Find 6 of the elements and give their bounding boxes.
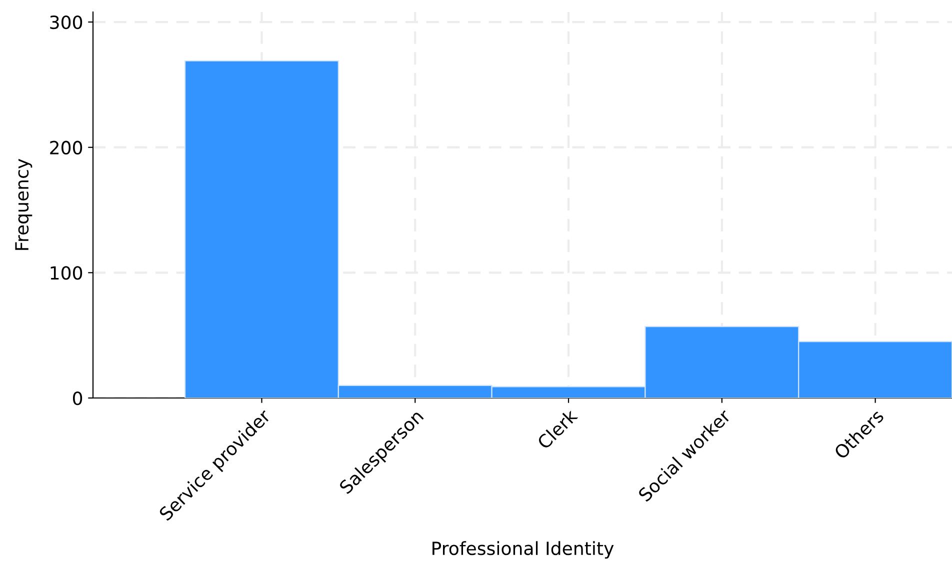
y-tick-label: 0 — [72, 391, 82, 406]
y-tick-label: 100 — [50, 266, 82, 280]
x-axis-title: Professional Identity — [432, 541, 614, 559]
y-tick-label: 300 — [50, 15, 82, 30]
y-tick-label: 200 — [50, 140, 82, 154]
y-axis-title: Frequency — [15, 158, 32, 250]
